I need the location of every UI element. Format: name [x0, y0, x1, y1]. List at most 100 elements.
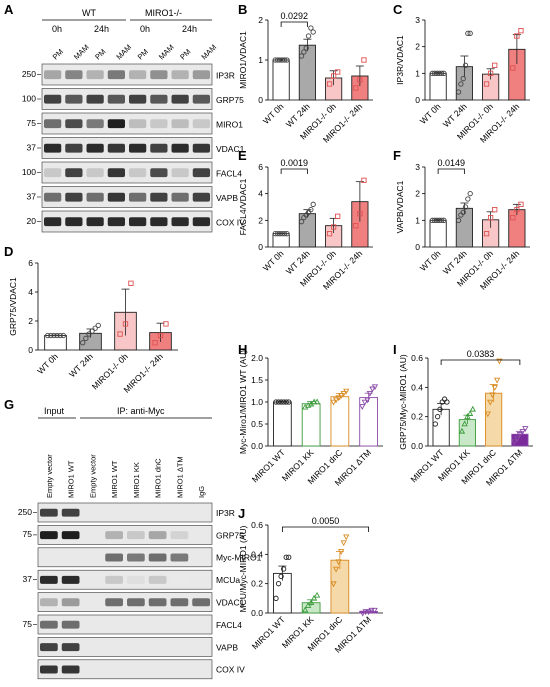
blot-band	[171, 143, 189, 153]
blot-band	[192, 70, 210, 80]
blot-band	[107, 168, 125, 178]
blot-band	[61, 531, 80, 540]
y-tick-label: 0	[415, 95, 420, 105]
x-tick-label: WT 0h	[261, 101, 286, 126]
data-point	[60, 332, 66, 339]
data-point	[434, 414, 441, 420]
blot-band	[44, 168, 62, 178]
y-tick-label: 6	[28, 258, 33, 268]
y-tick-label: 0.0	[411, 441, 423, 451]
data-point	[273, 595, 279, 601]
bar	[272, 59, 290, 101]
panel-letter-h: H	[238, 342, 247, 357]
blot-band	[65, 94, 83, 104]
data-point	[57, 332, 63, 339]
data-point	[337, 549, 345, 555]
band-label: VDAC1	[216, 598, 245, 608]
data-point	[361, 177, 367, 183]
blot-band	[148, 553, 167, 562]
lane-label: MIRO1 KK	[132, 462, 141, 498]
lane-label: MAM	[157, 43, 176, 62]
blot-band	[129, 143, 147, 153]
blot-strip	[41, 210, 213, 233]
data-point	[514, 33, 520, 39]
data-point	[455, 89, 462, 95]
blot-strip	[37, 547, 213, 568]
y-tick-label: 0.6	[251, 520, 263, 530]
data-point	[122, 321, 129, 327]
y-tick-label: 0	[415, 242, 420, 252]
blot-band	[40, 620, 58, 629]
data-point	[298, 53, 305, 59]
data-point	[335, 69, 341, 75]
y-tick-label: 0	[258, 242, 263, 252]
y-tick-label: 1.0	[251, 397, 263, 407]
y-axis-label: Myc-Miro1/MIRO1 WT (AU)	[238, 350, 248, 454]
band-label: FACL4	[216, 168, 242, 178]
blot-band	[150, 119, 168, 129]
blot-band	[127, 598, 145, 607]
panel-letter-g: G	[4, 397, 14, 412]
data-point	[280, 399, 287, 405]
data-point	[486, 399, 494, 406]
blot-band	[86, 217, 104, 227]
data-point	[307, 599, 315, 605]
y-tick-label: 1.5	[251, 375, 263, 385]
data-point	[298, 219, 305, 225]
blot-band	[150, 168, 168, 178]
data-point	[286, 399, 292, 405]
blot-band	[44, 143, 62, 153]
data-point	[335, 559, 342, 566]
y-tick-label: 6	[258, 162, 263, 172]
y-tick-label: 0.2	[251, 579, 263, 589]
blot-band	[127, 575, 145, 584]
data-point	[281, 231, 288, 237]
band-label: GRP75	[216, 95, 244, 105]
data-point	[464, 413, 471, 419]
y-tick-label: 0.0	[251, 441, 263, 451]
data-point	[511, 439, 518, 446]
lane-label: PM	[136, 47, 150, 61]
data-point	[492, 62, 498, 68]
data-point	[302, 606, 309, 613]
data-point	[514, 207, 520, 213]
panel-letter-b: B	[238, 2, 247, 17]
data-point	[462, 204, 469, 210]
blot-band	[171, 70, 189, 80]
blot-band	[61, 575, 80, 584]
panel-letter-e: E	[238, 148, 247, 163]
data-point	[278, 399, 284, 405]
blot-band	[86, 143, 104, 153]
data-point	[278, 573, 284, 579]
panel-letter-f: F	[393, 148, 401, 163]
blot-band	[65, 168, 83, 178]
y-axis-label: GRP75/VDAC1	[8, 277, 18, 336]
data-point	[514, 436, 521, 443]
blot-band	[107, 217, 125, 227]
blot-band	[44, 70, 62, 80]
data-point	[48, 332, 54, 339]
y-tick-label: 2	[258, 15, 263, 25]
y-tick-label: 4	[28, 287, 33, 297]
band-label: IP3R	[216, 508, 235, 518]
data-point	[332, 397, 340, 404]
blot-band	[129, 168, 147, 178]
data-point	[455, 217, 462, 223]
data-point	[441, 396, 448, 402]
data-point	[483, 81, 490, 87]
sig-label: 0.0149	[437, 158, 465, 168]
blot-band	[40, 575, 58, 584]
blot-band	[148, 575, 167, 584]
blot-band	[192, 143, 210, 153]
data-point	[308, 25, 314, 31]
blot-band	[86, 94, 104, 104]
data-point	[483, 231, 490, 237]
blot-band	[170, 575, 189, 584]
blot-band	[148, 531, 167, 540]
data-point	[310, 398, 318, 405]
data-point	[305, 33, 312, 39]
band-label: Myc-MIRO1	[216, 553, 262, 563]
sig-bracket	[281, 526, 370, 532]
blot-band	[192, 217, 210, 227]
